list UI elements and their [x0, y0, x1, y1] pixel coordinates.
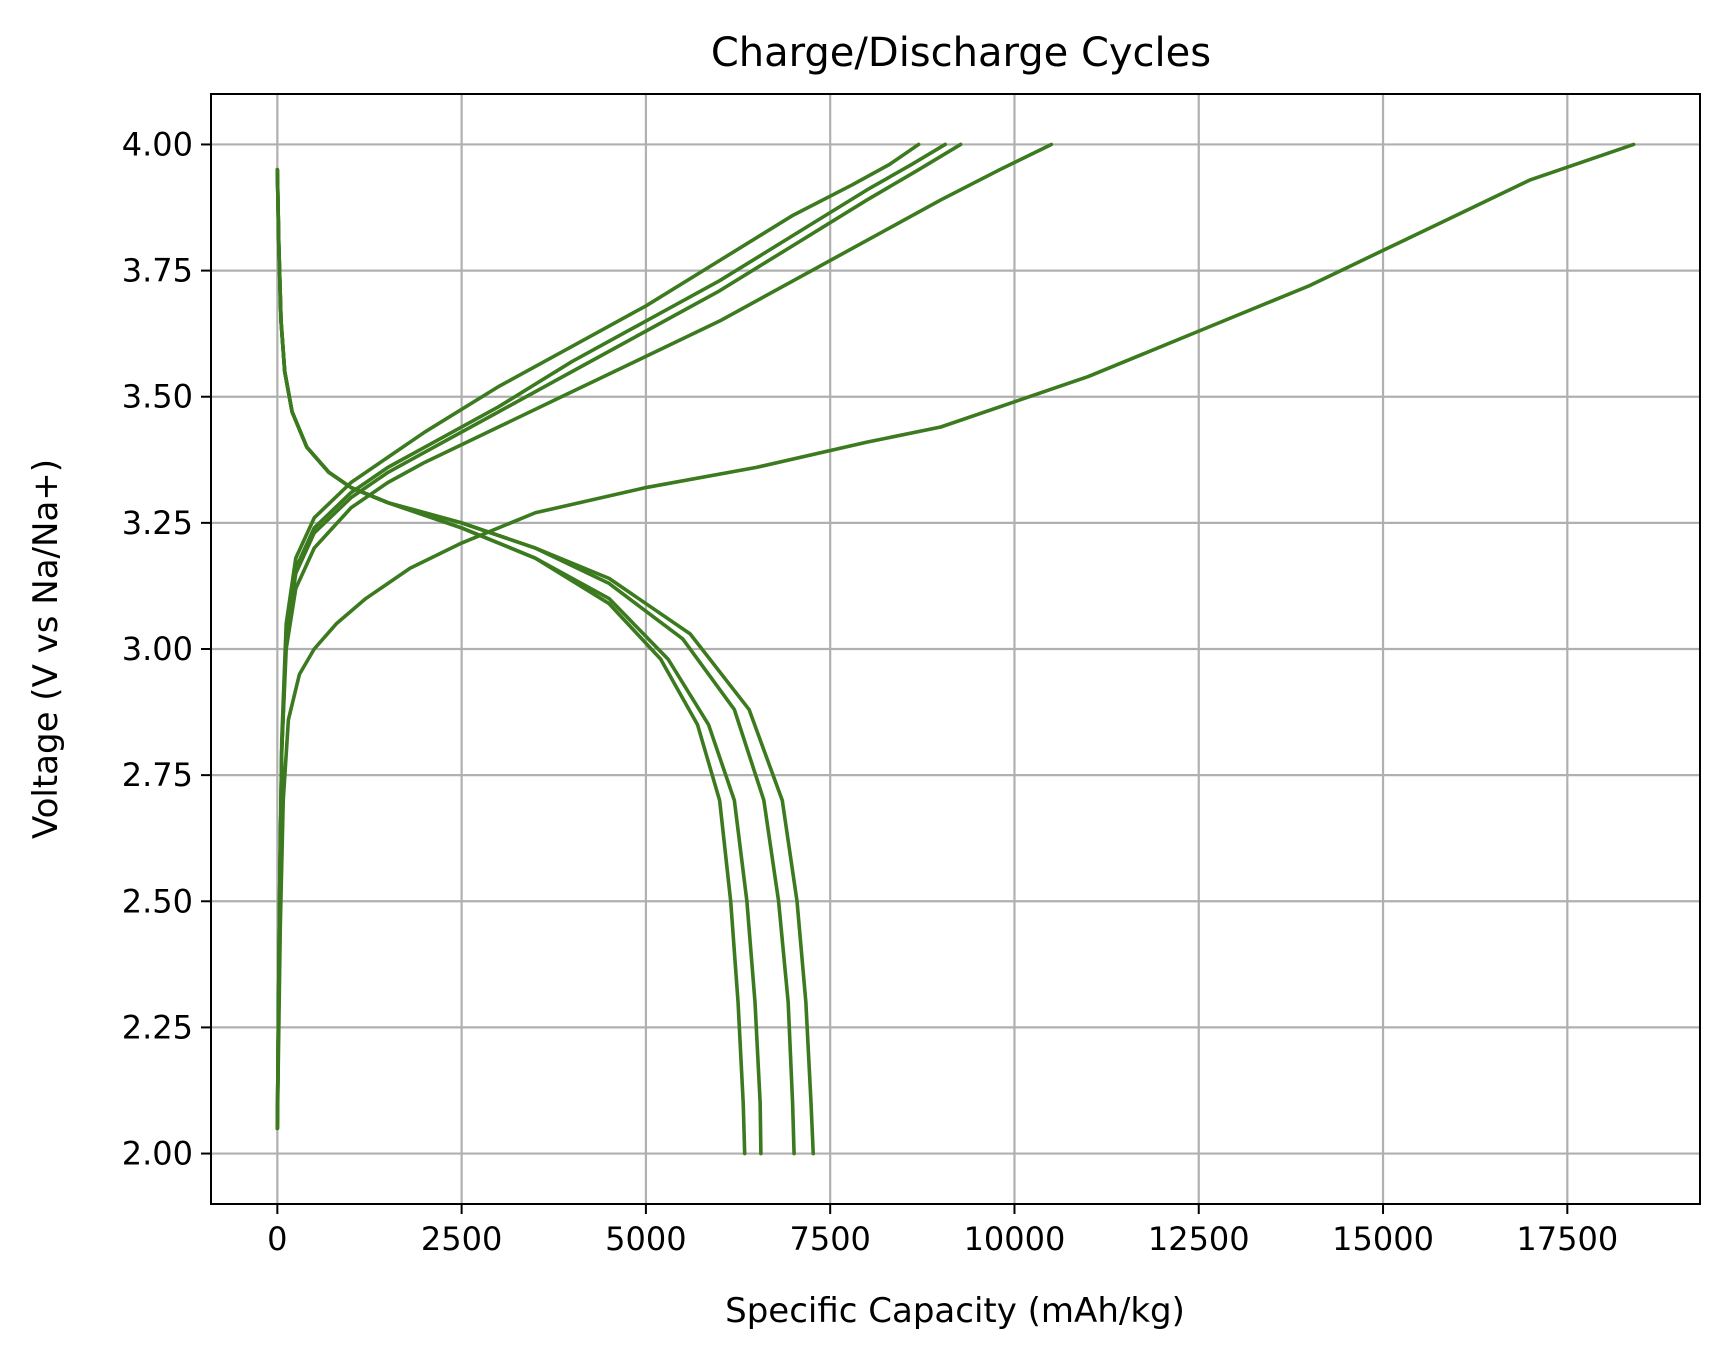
- y-tick-label: 3.25: [122, 504, 193, 542]
- x-tick-label: 10000: [964, 1220, 1066, 1258]
- x-axis-label: Specific Capacity (mAh/kg): [725, 1291, 1185, 1331]
- x-axis-ticks: 0 2500 5000 7500 10000 12500 15000 17500: [267, 1204, 1618, 1258]
- y-axis-ticks: 2.00 2.25 2.50 2.75 3.00 3.25 3.50 3.75 4.00: [122, 125, 211, 1173]
- x-tick-label: 12500: [1148, 1220, 1250, 1258]
- y-tick-label: 3.50: [122, 378, 193, 416]
- y-tick-label: 4.00: [122, 125, 193, 163]
- series-line-7: [275, 167, 763, 1156]
- series-line-9: [275, 167, 816, 1156]
- grid: [211, 94, 1700, 1204]
- series-group: [275, 142, 1636, 1156]
- series-line-1: [275, 142, 1636, 1131]
- y-tick-label: 3.00: [122, 630, 193, 668]
- x-tick-label: 17500: [1516, 1220, 1618, 1258]
- x-tick-label: 5000: [605, 1220, 686, 1258]
- series-line-8: [275, 167, 796, 1156]
- y-tick-label: 2.75: [122, 756, 193, 794]
- series-line-2: [275, 142, 1054, 1131]
- x-tick-label: 0: [267, 1220, 287, 1258]
- x-tick-label: 15000: [1332, 1220, 1434, 1258]
- y-tick-label: 2.50: [122, 882, 193, 920]
- y-tick-label: 2.00: [122, 1135, 193, 1173]
- y-tick-label: 3.75: [122, 252, 193, 290]
- y-tick-label: 2.25: [122, 1008, 193, 1046]
- x-tick-label: 2500: [421, 1220, 502, 1258]
- chart-title: Charge/Discharge Cycles: [711, 30, 1211, 76]
- x-tick-label: 7500: [789, 1220, 870, 1258]
- y-axis-label: Voltage (V vs Na/Na+): [26, 459, 66, 839]
- series-line-3: [275, 142, 963, 1131]
- series-line-4: [275, 142, 947, 1131]
- series-line-5: [275, 142, 921, 1131]
